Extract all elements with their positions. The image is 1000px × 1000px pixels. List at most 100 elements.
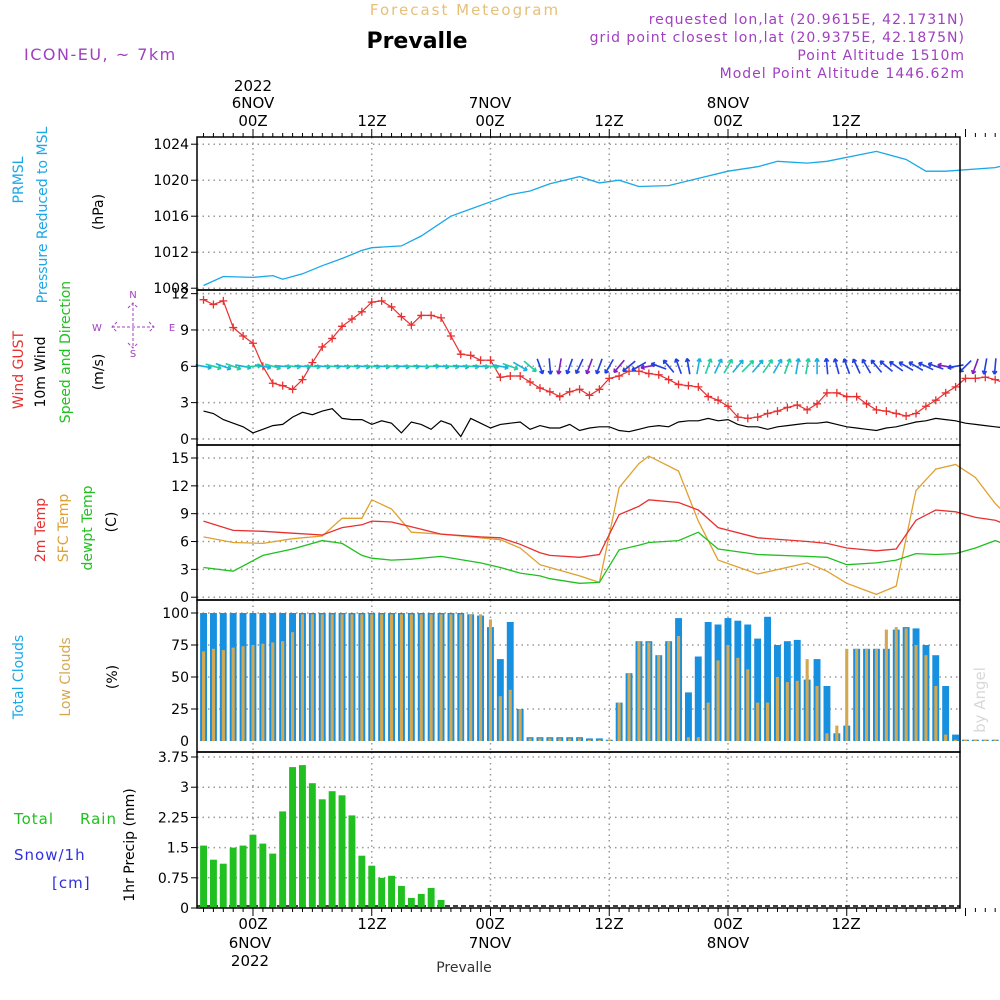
gust-marker — [526, 378, 535, 387]
precip-bar — [398, 885, 405, 908]
wind-direction-arrow — [704, 358, 713, 375]
panel-frame — [196, 751, 961, 909]
tick-bottom-2: 12Z — [357, 915, 386, 933]
low-cloud-bar — [300, 614, 304, 741]
y-tick-label: 1016 — [153, 209, 189, 225]
gust-marker — [842, 392, 851, 401]
low-cloud-bar — [528, 738, 532, 741]
low-cloud-bar — [221, 650, 225, 741]
low-cloud-bar — [637, 641, 641, 741]
gust-marker — [427, 311, 436, 320]
gust-marker — [476, 356, 485, 365]
gust-marker — [991, 375, 1000, 384]
date-bottom-2: 7NOV — [469, 934, 512, 952]
wind-direction-arrow — [631, 361, 647, 372]
total-cloud-bar — [823, 686, 831, 741]
precip-bar — [269, 853, 277, 908]
y-tick-label: 12 — [171, 287, 189, 303]
dewpt-line — [203, 531, 1000, 584]
gust-marker — [912, 409, 921, 418]
wind-direction-arrow — [783, 358, 792, 375]
pressure-label-2: Pressure Reduced to MSL — [35, 126, 51, 303]
wind-speed-line — [203, 408, 1000, 438]
t2m-line — [203, 499, 1000, 558]
gust-marker — [654, 370, 663, 379]
compass-n: N — [129, 290, 136, 301]
gust-marker — [278, 381, 287, 390]
wind-direction-arrow — [556, 358, 562, 375]
total-cloud-bar — [764, 616, 771, 741]
low-cloud-bar — [894, 627, 898, 741]
gust-marker — [268, 379, 277, 388]
watermark: by Angel — [971, 667, 989, 733]
low-cloud-bar — [884, 629, 888, 741]
precip-label-cm: [cm] — [52, 874, 91, 892]
low-cloud-bar — [657, 655, 661, 741]
tick-top-5: 00Z — [713, 112, 742, 130]
gust-marker — [872, 405, 881, 414]
precip-bar — [348, 815, 356, 908]
compass-w: W — [92, 323, 102, 334]
precip-bar — [338, 795, 346, 908]
low-cloud-bar — [538, 738, 542, 741]
y-tick-label: 0 — [180, 901, 189, 917]
y-tick-label: 0 — [180, 734, 189, 750]
wind-direction-arrow — [870, 359, 883, 373]
total-cloud-bar — [694, 656, 702, 741]
low-cloud-bar — [795, 680, 799, 741]
compass-rose: N S W E — [92, 290, 175, 360]
y-tick-label: 3.75 — [158, 750, 189, 766]
gust-marker — [921, 402, 930, 411]
y-tick-label: 3 — [180, 396, 189, 412]
total-cloud-bar — [704, 622, 712, 741]
wind-direction-arrow — [762, 358, 773, 374]
low-cloud-bar — [291, 632, 295, 741]
low-cloud-bar — [805, 659, 809, 741]
total-cloud-bar — [952, 734, 959, 741]
tick-bottom-3: 00Z — [475, 915, 504, 933]
y-tick-label: 6 — [180, 535, 189, 551]
low-cloud-bar — [677, 636, 681, 741]
low-cloud-bar — [558, 738, 562, 741]
low-cloud-bar — [716, 660, 720, 741]
low-cloud-bar — [370, 614, 374, 741]
pressure-label-1: PRMSL — [11, 156, 27, 203]
precip-label-snow: Snow/1h — [14, 846, 86, 864]
precip-bar — [318, 799, 326, 908]
low-cloud-bar — [954, 739, 958, 741]
wind-direction-arrow — [888, 360, 904, 372]
low-cloud-bar — [815, 686, 819, 741]
wind-direction-arrow — [947, 364, 964, 370]
wind-direction-arrow — [523, 360, 537, 373]
low-cloud-bar — [281, 641, 285, 741]
frame-layer: 1008 1012 1016 1020 1024 0 3 6 9 12 0 3 6 9 12 15 25 50 75… — [153, 129, 996, 917]
wind-direction-arrow — [595, 358, 603, 375]
low-cloud-bar — [944, 734, 948, 741]
wind-direction-arrow — [959, 360, 972, 373]
precip-bar — [437, 899, 445, 908]
compass-e: E — [169, 323, 175, 334]
wind-units: (m/s) — [91, 354, 107, 391]
precip-bar — [229, 847, 237, 908]
precip-bar — [427, 887, 435, 908]
grid-point-coords: grid point closest lon,lat (20.9375E, 42… — [590, 30, 965, 46]
precip-label-total: Total — [13, 810, 54, 828]
low-cloud-bar — [409, 614, 413, 741]
low-cloud-bar — [340, 614, 344, 741]
sfc-temp-line — [203, 455, 1000, 596]
gust-marker — [407, 321, 416, 330]
wind-direction-arrow — [751, 359, 764, 373]
clouds-label-total: Total Clouds — [11, 635, 27, 720]
gust-marker — [862, 399, 871, 408]
wind-direction-arrow — [732, 359, 744, 373]
low-cloud-bar — [449, 614, 453, 741]
gust-marker — [724, 402, 732, 411]
low-cloud-bar — [419, 614, 423, 741]
wind-label-10m: 10m Wind — [33, 336, 49, 407]
low-cloud-bar — [469, 614, 473, 741]
clouds-label-low: Low Clouds — [58, 637, 74, 716]
gust-marker — [338, 322, 347, 331]
tick-top-2: 12Z — [357, 112, 386, 130]
gust-marker — [377, 296, 386, 305]
precip-bar — [308, 783, 316, 908]
